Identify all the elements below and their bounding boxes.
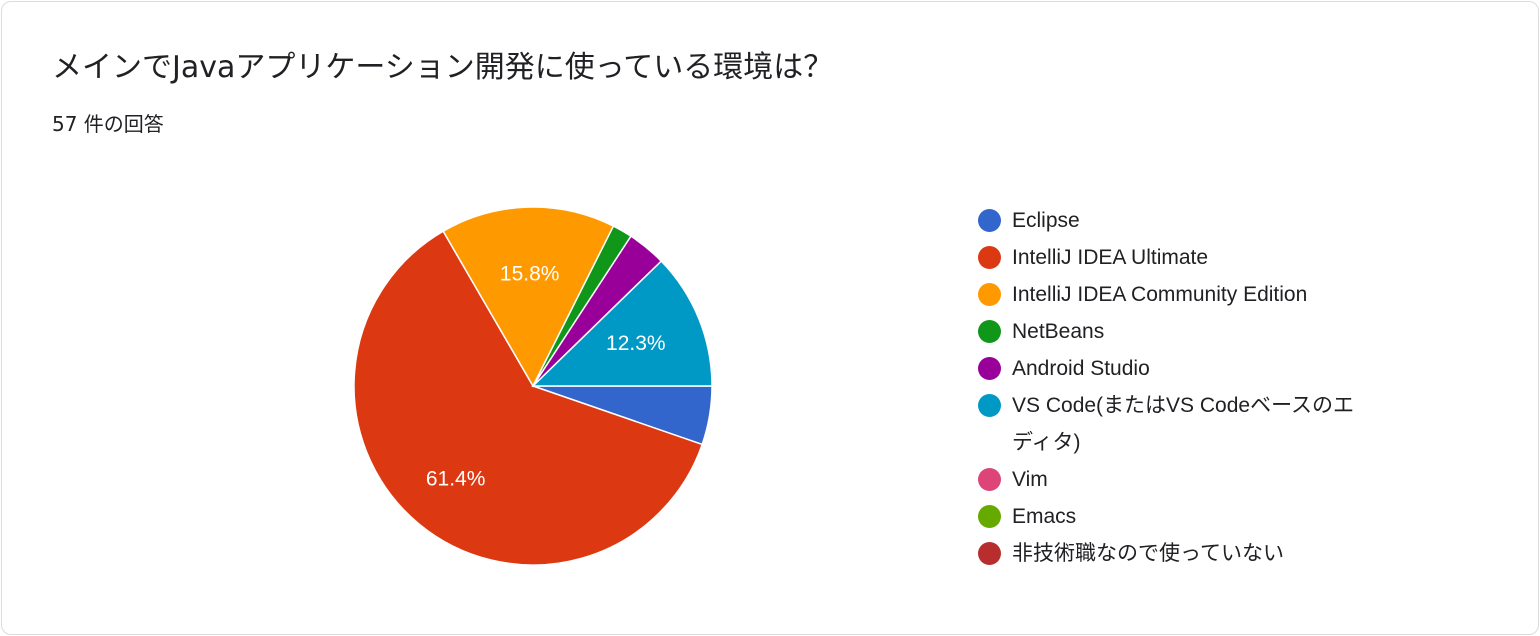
chart-title: メインでJavaアプリケーション開発に使っている環境は？ xyxy=(52,50,834,85)
legend-swatch xyxy=(978,283,1001,306)
legend-label: NetBeans xyxy=(1012,320,1105,343)
legend-item[interactable]: 非技術職なので使っていない xyxy=(977,535,1397,572)
legend-label: IntelliJ IDEA Community Edition xyxy=(1012,283,1308,306)
legend-item[interactable]: Emacs xyxy=(977,498,1397,535)
legend-item[interactable]: Eclipse xyxy=(977,202,1397,239)
legend-label: 非技術職なので使っていない xyxy=(1012,542,1284,565)
legend-swatch xyxy=(978,246,1001,269)
legend-swatch xyxy=(978,468,1001,491)
legend-item[interactable]: NetBeans xyxy=(977,313,1397,350)
pie-slice-1[interactable] xyxy=(353,230,704,566)
legend-swatch xyxy=(978,209,1001,232)
legend-label: Vim xyxy=(1012,468,1048,491)
legend-swatch xyxy=(978,505,1001,528)
legend-label: Android Studio xyxy=(1012,357,1150,380)
legend-item[interactable]: Android Studio xyxy=(977,350,1397,387)
legend-item[interactable]: IntelliJ IDEA Community Edition xyxy=(977,276,1397,313)
response-count: 57 件の回答 xyxy=(52,112,164,136)
legend-label: VS Code(またはVS Codeベースのエディタ) xyxy=(1012,394,1355,454)
chart-legend: Eclipse IntelliJ IDEA Ultimate IntelliJ ID… xyxy=(977,202,1397,572)
pie-slice-5[interactable] xyxy=(531,260,713,387)
pie-data-label-1: 61.4% xyxy=(426,468,486,491)
pie-data-label-2: 15.8% xyxy=(500,263,560,286)
legend-swatch xyxy=(978,357,1001,380)
pie-data-label-5: 12.3% xyxy=(606,332,666,355)
legend-item[interactable]: VS Code(またはVS Codeベースのエディタ) xyxy=(977,387,1397,461)
legend-item[interactable]: IntelliJ IDEA Ultimate xyxy=(977,239,1397,276)
legend-swatch xyxy=(978,394,1001,417)
legend-label: IntelliJ IDEA Ultimate xyxy=(1012,246,1209,269)
pie-slice-2[interactable] xyxy=(442,206,615,388)
legend-item[interactable]: Vim xyxy=(977,461,1397,498)
legend-swatch xyxy=(978,320,1001,343)
legend-label: Emacs xyxy=(1012,505,1077,528)
legend-swatch xyxy=(978,542,1001,565)
legend-label: Eclipse xyxy=(1012,209,1080,232)
